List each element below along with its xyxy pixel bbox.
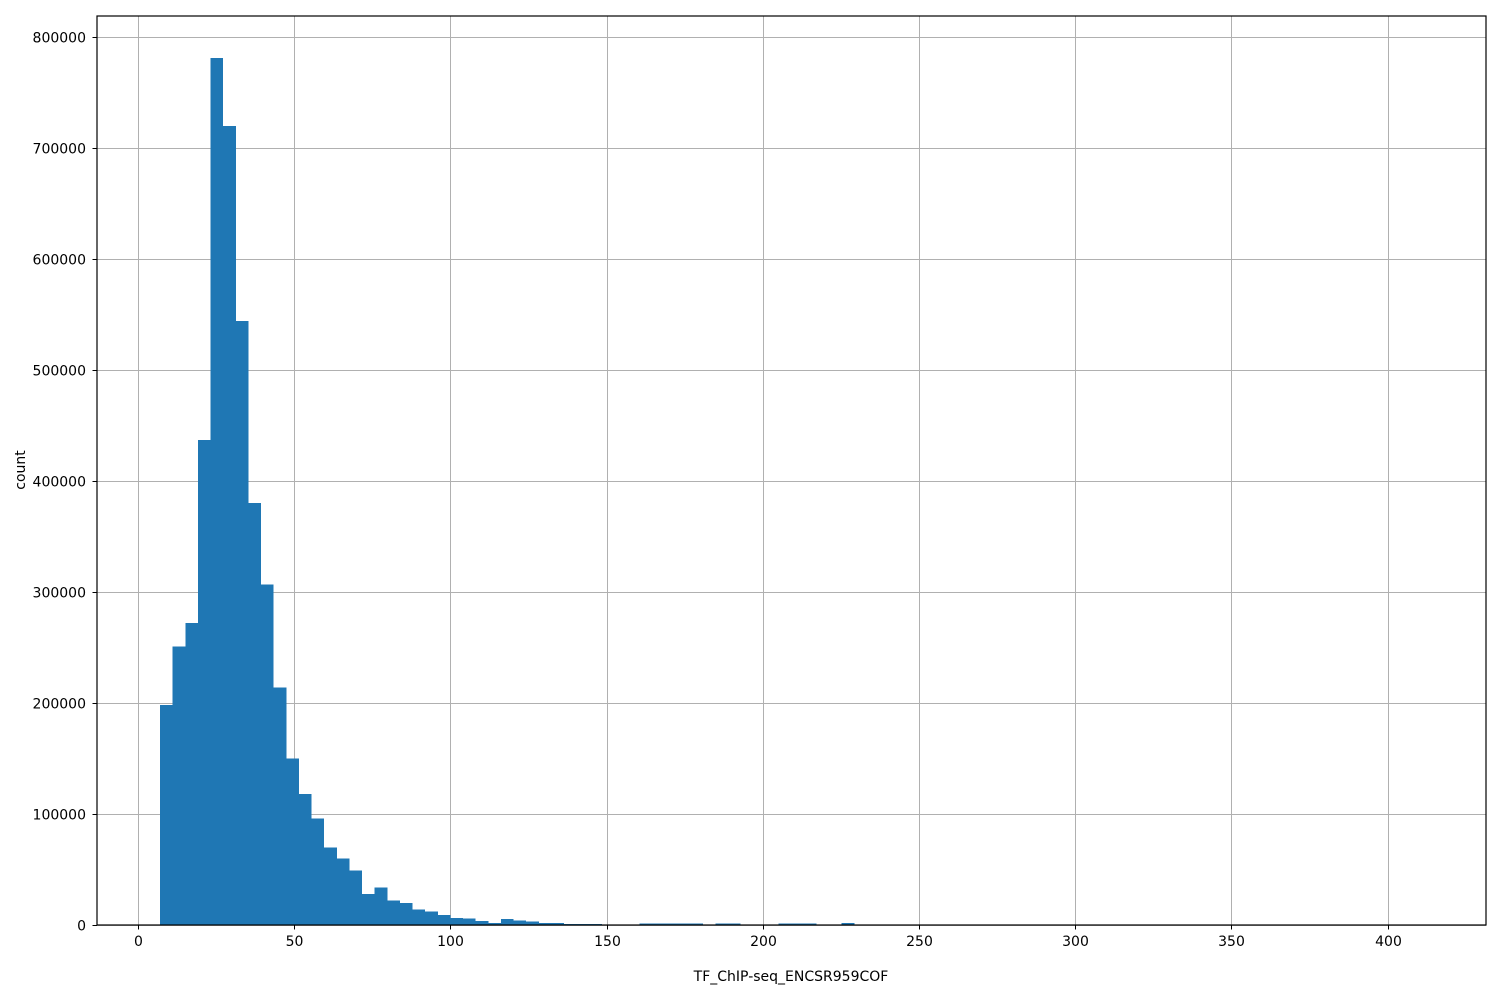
histogram-bar bbox=[412, 909, 426, 925]
histogram-bar bbox=[475, 921, 489, 925]
histogram-bar bbox=[273, 687, 287, 925]
x-tick-label: 50 bbox=[286, 934, 304, 950]
histogram-bar bbox=[791, 923, 804, 925]
x-tick-label: 0 bbox=[134, 934, 143, 950]
histogram-bar bbox=[349, 870, 363, 925]
histogram-bar bbox=[538, 922, 552, 925]
histogram-bar bbox=[526, 921, 539, 925]
histogram-bar bbox=[336, 858, 350, 925]
histogram-bar bbox=[324, 847, 337, 925]
y-tick-label: 600000 bbox=[33, 253, 86, 269]
histogram-bar bbox=[311, 818, 325, 925]
histogram-bar bbox=[248, 503, 262, 925]
histogram-bar bbox=[500, 918, 514, 925]
histogram-bar bbox=[197, 439, 211, 925]
histogram-bar bbox=[677, 923, 691, 925]
histogram-bar bbox=[210, 58, 224, 925]
histogram-bar bbox=[664, 923, 678, 925]
x-tick-label: 200 bbox=[750, 934, 777, 950]
histogram-bar bbox=[690, 923, 703, 925]
histogram-bar bbox=[450, 917, 464, 925]
histogram-bar bbox=[639, 923, 653, 925]
x-tick-label: 300 bbox=[1062, 934, 1089, 950]
histogram-bar bbox=[425, 911, 438, 925]
histogram-bar bbox=[223, 125, 236, 925]
histogram-bar bbox=[841, 922, 855, 925]
histogram-bar bbox=[362, 893, 375, 925]
x-tick-label: 150 bbox=[594, 934, 621, 950]
histogram-bar bbox=[728, 923, 741, 925]
y-tick-label: 300000 bbox=[33, 586, 86, 602]
histogram-bar bbox=[715, 923, 729, 925]
histogram-bar bbox=[778, 923, 792, 925]
histogram-bar bbox=[261, 584, 274, 925]
plot-border bbox=[96, 15, 1487, 926]
histogram-bar bbox=[185, 623, 198, 925]
histogram-bar bbox=[172, 646, 186, 925]
histogram-bar bbox=[286, 758, 299, 925]
histogram-bar bbox=[551, 922, 564, 925]
y-tick-label: 200000 bbox=[33, 697, 86, 713]
x-tick-label: 350 bbox=[1218, 934, 1245, 950]
histogram-bar bbox=[399, 902, 413, 925]
histogram-bar bbox=[387, 900, 400, 925]
y-tick-label: 700000 bbox=[33, 142, 86, 158]
histogram-bar bbox=[513, 920, 527, 925]
histogram-bar bbox=[437, 915, 451, 925]
histogram-bar bbox=[374, 887, 388, 925]
x-tick-label: 400 bbox=[1375, 934, 1402, 950]
y-axis-label: count bbox=[13, 450, 29, 490]
histogram-bar bbox=[298, 794, 312, 925]
histogram-bar bbox=[463, 918, 476, 925]
histogram-bar bbox=[652, 923, 665, 925]
y-tick-label: 500000 bbox=[33, 364, 86, 380]
x-tick-label: 250 bbox=[906, 934, 933, 950]
x-tick-label: 100 bbox=[437, 934, 464, 950]
histogram-bar bbox=[235, 321, 249, 925]
y-tick-label: 100000 bbox=[33, 808, 86, 824]
histogram-bar bbox=[160, 705, 173, 925]
y-tick-label: 400000 bbox=[33, 475, 86, 491]
histogram-bar bbox=[803, 923, 817, 925]
y-tick-label: 0 bbox=[77, 919, 86, 935]
x-axis-label: TF_ChIP-seq_ENCSR959COF bbox=[693, 969, 889, 985]
histogram-bar bbox=[488, 922, 501, 925]
y-tick-label: 800000 bbox=[33, 31, 86, 47]
